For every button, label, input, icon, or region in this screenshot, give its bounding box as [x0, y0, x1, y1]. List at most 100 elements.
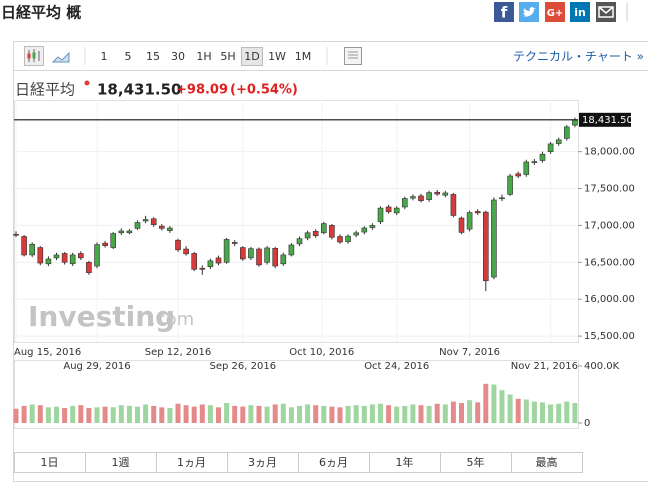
- volume-bar: [507, 394, 513, 423]
- candle-body: [312, 231, 319, 237]
- candle-body: [507, 175, 513, 195]
- candle-body: [320, 223, 327, 234]
- volume-bar: [378, 403, 383, 423]
- interval-button[interactable]: 30: [171, 50, 185, 63]
- googleplus-button[interactable]: [545, 2, 565, 22]
- interval-button[interactable]: 1D: [244, 50, 259, 63]
- candle-body: [474, 211, 481, 214]
- interval-button[interactable]: 5H: [220, 50, 235, 63]
- x-tick-label: Sep 26, 2016: [210, 361, 277, 372]
- range-button[interactable]: 1週: [112, 456, 130, 469]
- interval-button[interactable]: 1M: [295, 50, 312, 63]
- candle-icon: [32, 52, 36, 59]
- candle-body: [345, 235, 351, 242]
- y-tick-label: 16,500.00: [584, 257, 635, 268]
- volume-bar: [240, 406, 246, 423]
- candle-body: [523, 161, 530, 175]
- volume-bar: [70, 405, 76, 423]
- candle-body: [126, 230, 133, 234]
- volume-bar: [548, 404, 554, 423]
- interval-button[interactable]: 1H: [196, 50, 211, 63]
- x-tick-label: Oct 24, 2016: [364, 361, 429, 372]
- volume-bar: [531, 401, 537, 423]
- candle-body: [110, 233, 116, 248]
- interval-button[interactable]: 1W: [268, 50, 286, 63]
- volume-bar: [442, 404, 448, 423]
- volume-bar: [369, 404, 375, 423]
- x-tick-label: Oct 10, 2016: [289, 347, 354, 358]
- range-button[interactable]: 1年: [396, 455, 414, 469]
- x-tick-label: Nov 7, 2016: [439, 347, 500, 358]
- volume-bar: [256, 405, 262, 423]
- range-button[interactable]: 6ヵ月: [319, 456, 348, 469]
- candle-body: [531, 161, 538, 164]
- range-bar: 1日 1週 1ヵ月 3ヵ月 6ヵ月 1年 5年 最高: [14, 452, 583, 473]
- volume-bar: [37, 405, 43, 423]
- volume-bar: [386, 405, 392, 423]
- twitter-icon: [523, 7, 536, 17]
- candle-body: [159, 225, 165, 229]
- technical-chart-link[interactable]: テクニカル・チャート »: [513, 50, 644, 64]
- volume-bar: [248, 405, 254, 423]
- candle-icon: [27, 53, 31, 59]
- range-button[interactable]: 1日: [41, 456, 59, 469]
- candle-body: [94, 244, 100, 267]
- mail-icon: [598, 6, 614, 18]
- candle-body: [442, 192, 449, 196]
- volume-bar: [345, 405, 351, 423]
- candle-body: [78, 253, 84, 259]
- quote-change-percent: (+0.54%): [230, 83, 298, 98]
- candle-body: [329, 225, 335, 238]
- candle-body: [29, 243, 36, 256]
- volume-bar: [491, 384, 497, 423]
- candle-body: [215, 257, 222, 264]
- area-chart-button[interactable]: [51, 51, 70, 63]
- candle-body: [37, 247, 44, 264]
- volume-bar: [297, 405, 302, 423]
- volume-bar: [45, 407, 51, 423]
- candle-body: [53, 254, 60, 259]
- range-button[interactable]: 3ヵ月: [248, 456, 277, 469]
- facebook-button[interactable]: [494, 2, 514, 22]
- volume-bar: [94, 407, 100, 423]
- volume-bar: [467, 400, 473, 423]
- interval-button[interactable]: 15: [146, 50, 160, 63]
- interval-button[interactable]: 5: [125, 50, 132, 63]
- volume-bar: [305, 404, 311, 423]
- linkedin-button[interactable]: [570, 2, 590, 22]
- x-tick-label: Aug 29, 2016: [63, 361, 130, 372]
- interval-button[interactable]: 1: [101, 50, 108, 63]
- quote-change: +98.09: [176, 83, 228, 98]
- range-button[interactable]: 5年: [467, 455, 485, 469]
- candle-body: [191, 253, 197, 270]
- volume-bar: [556, 403, 562, 423]
- candle-body: [466, 212, 473, 230]
- volume-bar: [216, 407, 221, 423]
- volume-bar: [78, 405, 84, 423]
- candle-body: [393, 207, 400, 214]
- candle-body: [69, 254, 76, 265]
- candle-body: [167, 227, 173, 231]
- volume-bar: [288, 407, 294, 423]
- range-button[interactable]: 1ヵ月: [177, 456, 206, 469]
- volume-bar: [402, 405, 408, 423]
- linkedin-label: in: [574, 6, 586, 19]
- candle-body: [418, 195, 424, 202]
- range-button[interactable]: 最高: [536, 455, 558, 469]
- volume-bar: [564, 401, 570, 423]
- volume-bar: [426, 405, 432, 423]
- candle-body: [142, 219, 149, 222]
- candle-body: [377, 207, 384, 223]
- volume-tick-label: 400.0K: [584, 361, 620, 372]
- volume-pane: [14, 360, 579, 429]
- settings-button[interactable]: [344, 47, 362, 65]
- candle-body: [45, 258, 52, 265]
- volume-bar: [459, 403, 464, 423]
- volume-bar: [540, 402, 545, 423]
- x-tick-label: Nov 21, 2016: [511, 361, 578, 372]
- candle-body: [353, 232, 360, 236]
- candle-body: [450, 194, 457, 216]
- volume-bar: [434, 403, 440, 423]
